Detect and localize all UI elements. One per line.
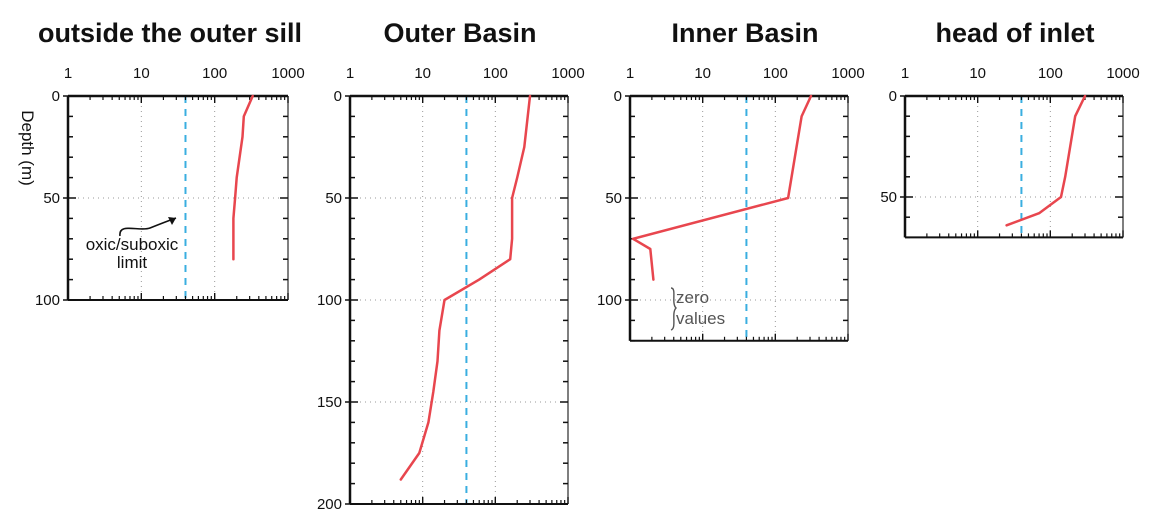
panel-1: outside the outer sill 1 10 100 1000 0 50 100 ox… (35, 18, 305, 309)
y-tick-label: 0 (889, 88, 897, 105)
x-tick-label: 1000 (831, 65, 864, 82)
x-tick-label: 10 (694, 65, 711, 82)
panel-3: Inner Basin 1 10 100 1000 0 50 100 zero values (597, 18, 865, 342)
x-tick-label: 1000 (551, 65, 584, 82)
y-tick-label: 200 (317, 496, 342, 513)
x-tick-label: 1 (64, 65, 72, 82)
panel-title: Inner Basin (671, 18, 818, 48)
y-axis-label: Depth (m) (18, 110, 37, 186)
arrowhead-icon (168, 217, 176, 225)
y-tick-label: 0 (334, 88, 342, 105)
panel-title: Outer Basin (383, 18, 536, 48)
x-tick-label: 100 (202, 65, 227, 82)
y-tick-label: 100 (35, 292, 60, 309)
profile-line (232, 94, 254, 261)
x-tick-label: 10 (133, 65, 150, 82)
profile-line (1005, 94, 1087, 227)
y-tick-label: 50 (43, 190, 60, 207)
y-tick-label: 0 (52, 88, 60, 105)
annotation-label: values (676, 309, 725, 328)
x-tick-label: 100 (763, 65, 788, 82)
profile-line (631, 94, 813, 281)
profile-line (399, 94, 532, 481)
y-tick-label: 100 (317, 292, 342, 309)
panel-title: outside the outer sill (38, 18, 302, 48)
panel-4: head of inlet 1 10 100 1000 0 50 (880, 18, 1140, 239)
annotation-label: zero (676, 288, 709, 307)
annotation-arrow (119, 217, 177, 237)
brace-icon (670, 287, 677, 331)
y-tick-label: 0 (614, 88, 622, 105)
x-tick-label: 100 (1038, 65, 1063, 82)
x-tick-label: 10 (969, 65, 986, 82)
x-tick-label: 1 (346, 65, 354, 82)
x-tick-label: 100 (483, 65, 508, 82)
y-tick-label: 50 (605, 190, 622, 207)
annotation-label: oxic/suboxic (86, 235, 179, 254)
x-tick-label: 1 (626, 65, 634, 82)
y-tick-label: 50 (880, 189, 897, 206)
annotation-label: limit (117, 253, 147, 272)
x-tick-label: 1000 (271, 65, 304, 82)
panel-2: Outer Basin 1 10 100 1000 0 50 100 150 200 (317, 18, 585, 513)
panel-title: head of inlet (935, 18, 1094, 48)
x-tick-label: 1000 (1106, 65, 1139, 82)
y-tick-label: 100 (597, 292, 622, 309)
x-tick-label: 10 (414, 65, 431, 82)
x-tick-label: 1 (901, 65, 909, 82)
y-tick-label: 150 (317, 394, 342, 411)
y-tick-label: 50 (325, 190, 342, 207)
